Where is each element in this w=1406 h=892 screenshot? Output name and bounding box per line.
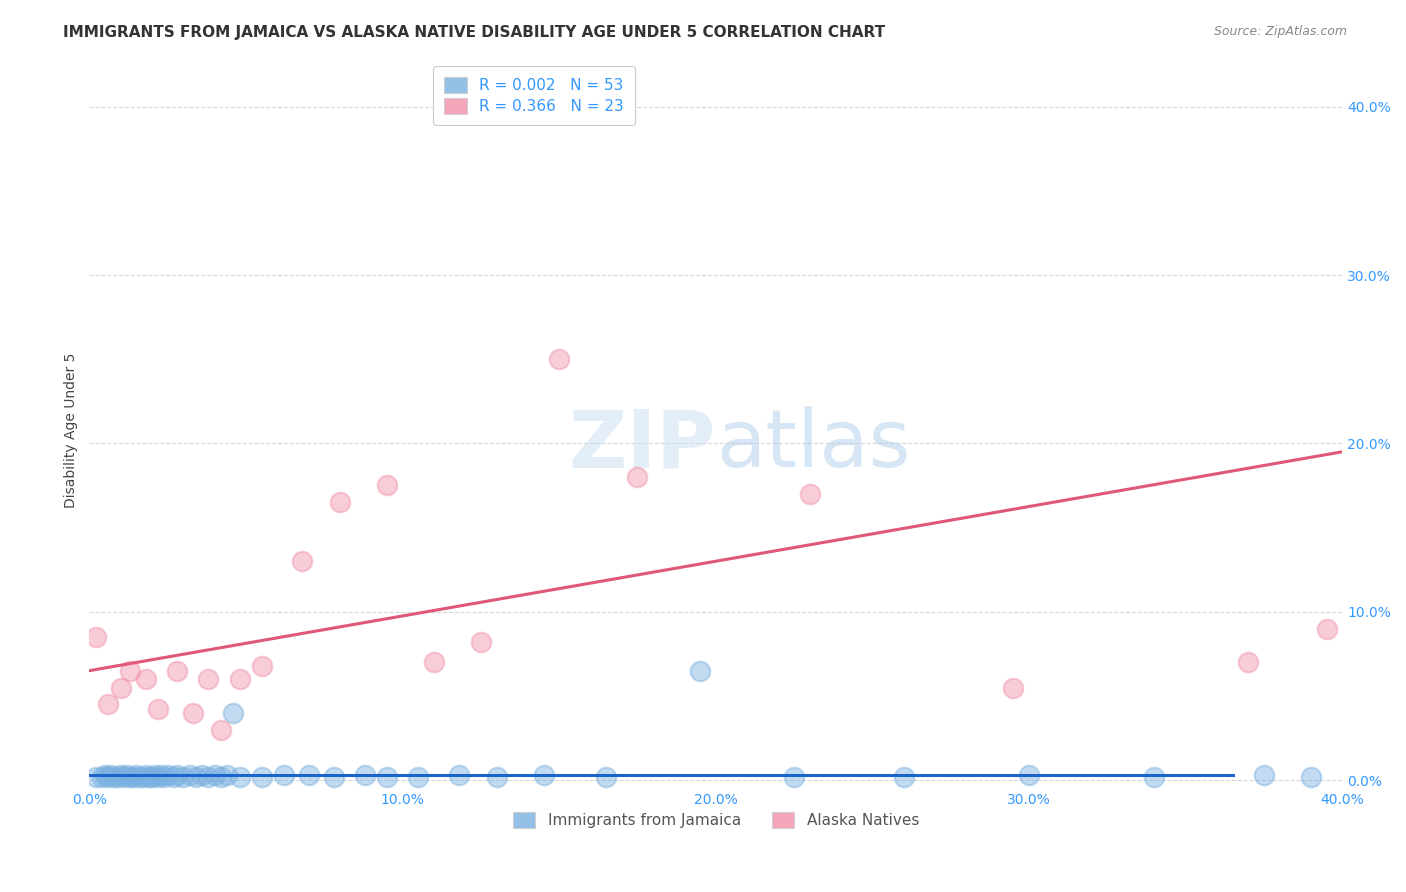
Point [184,770,207,784]
Point [112,770,135,784]
Point [548,352,571,367]
Point [1143,770,1166,784]
Point [122,770,145,784]
Point [107,770,129,784]
Point [103,770,125,784]
Point [204,768,226,782]
Point [423,655,446,669]
Point [470,635,492,649]
Point [118,770,141,784]
Point [799,487,821,501]
Point [689,664,711,678]
Y-axis label: Disability Age Under 5: Disability Age Under 5 [65,353,79,508]
Text: ZIP: ZIP [568,406,716,484]
Point [135,768,157,782]
Point [90,770,112,784]
Point [228,672,250,686]
Point [893,770,915,784]
Point [94,768,117,782]
Point [228,770,250,784]
Point [250,658,273,673]
Point [375,770,398,784]
Point [110,768,132,782]
Point [329,495,352,509]
Point [354,768,377,782]
Point [97,698,120,712]
Text: atlas: atlas [716,406,910,484]
Point [172,770,194,784]
Point [1002,681,1025,695]
Point [533,768,555,782]
Point [626,470,648,484]
Point [1237,655,1260,669]
Point [163,770,186,784]
Point [595,770,617,784]
Point [150,768,173,782]
Point [115,768,138,782]
Point [297,768,319,782]
Point [84,630,107,644]
Point [447,768,470,782]
Point [153,770,176,784]
Point [97,770,120,784]
Point [783,770,806,784]
Text: IMMIGRANTS FROM JAMAICA VS ALASKA NATIVE DISABILITY AGE UNDER 5 CORRELATION CHAR: IMMIGRANTS FROM JAMAICA VS ALASKA NATIVE… [63,25,886,40]
Point [1299,770,1322,784]
Point [209,723,232,737]
Point [181,706,204,720]
Point [135,672,157,686]
Point [209,770,232,784]
Point [191,768,214,782]
Point [222,706,245,720]
Point [138,770,160,784]
Point [148,770,170,784]
Point [375,478,398,492]
Point [156,768,179,782]
Point [291,554,314,568]
Point [1316,622,1339,636]
Point [485,770,508,784]
Point [322,770,344,784]
Point [217,768,239,782]
Point [118,664,141,678]
Point [250,770,273,784]
Text: Source: ZipAtlas.com: Source: ZipAtlas.com [1213,25,1347,38]
Point [166,768,188,782]
Point [128,770,150,784]
Point [179,768,201,782]
Point [406,770,429,784]
Point [148,702,170,716]
Point [100,768,122,782]
Point [84,770,107,784]
Point [197,672,219,686]
Point [166,664,188,678]
Point [110,681,132,695]
Point [1018,768,1040,782]
Point [273,768,295,782]
Point [141,770,163,784]
Point [125,768,148,782]
Point [1253,768,1275,782]
Point [143,768,166,782]
Legend: Immigrants from Jamaica, Alaska Natives: Immigrants from Jamaica, Alaska Natives [506,806,925,835]
Point [131,770,153,784]
Point [197,770,219,784]
